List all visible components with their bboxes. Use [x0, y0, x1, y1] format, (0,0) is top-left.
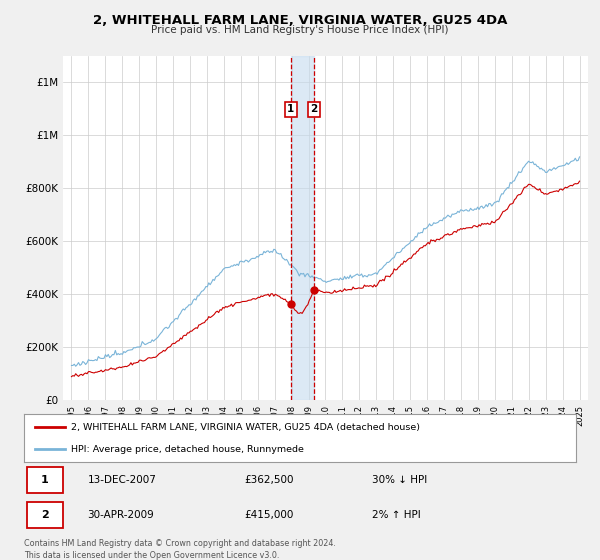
Text: 1: 1 — [41, 475, 49, 485]
Text: 1: 1 — [287, 104, 295, 114]
Text: 30% ↓ HPI: 30% ↓ HPI — [372, 475, 427, 485]
Text: 30-APR-2009: 30-APR-2009 — [88, 510, 154, 520]
Text: 2% ↑ HPI: 2% ↑ HPI — [372, 510, 421, 520]
Text: £415,000: £415,000 — [245, 510, 294, 520]
FancyBboxPatch shape — [27, 467, 62, 493]
Text: 2, WHITEHALL FARM LANE, VIRGINIA WATER, GU25 4DA: 2, WHITEHALL FARM LANE, VIRGINIA WATER, … — [93, 14, 507, 27]
Text: 2, WHITEHALL FARM LANE, VIRGINIA WATER, GU25 4DA (detached house): 2, WHITEHALL FARM LANE, VIRGINIA WATER, … — [71, 423, 420, 432]
Text: £362,500: £362,500 — [245, 475, 295, 485]
Text: Contains HM Land Registry data © Crown copyright and database right 2024.
This d: Contains HM Land Registry data © Crown c… — [24, 539, 336, 559]
FancyBboxPatch shape — [27, 502, 62, 528]
Bar — [291, 56, 314, 400]
Text: 2: 2 — [311, 104, 318, 114]
Text: HPI: Average price, detached house, Runnymede: HPI: Average price, detached house, Runn… — [71, 445, 304, 454]
Text: 13-DEC-2007: 13-DEC-2007 — [88, 475, 157, 485]
Text: Price paid vs. HM Land Registry's House Price Index (HPI): Price paid vs. HM Land Registry's House … — [151, 25, 449, 35]
Text: 2: 2 — [41, 510, 49, 520]
